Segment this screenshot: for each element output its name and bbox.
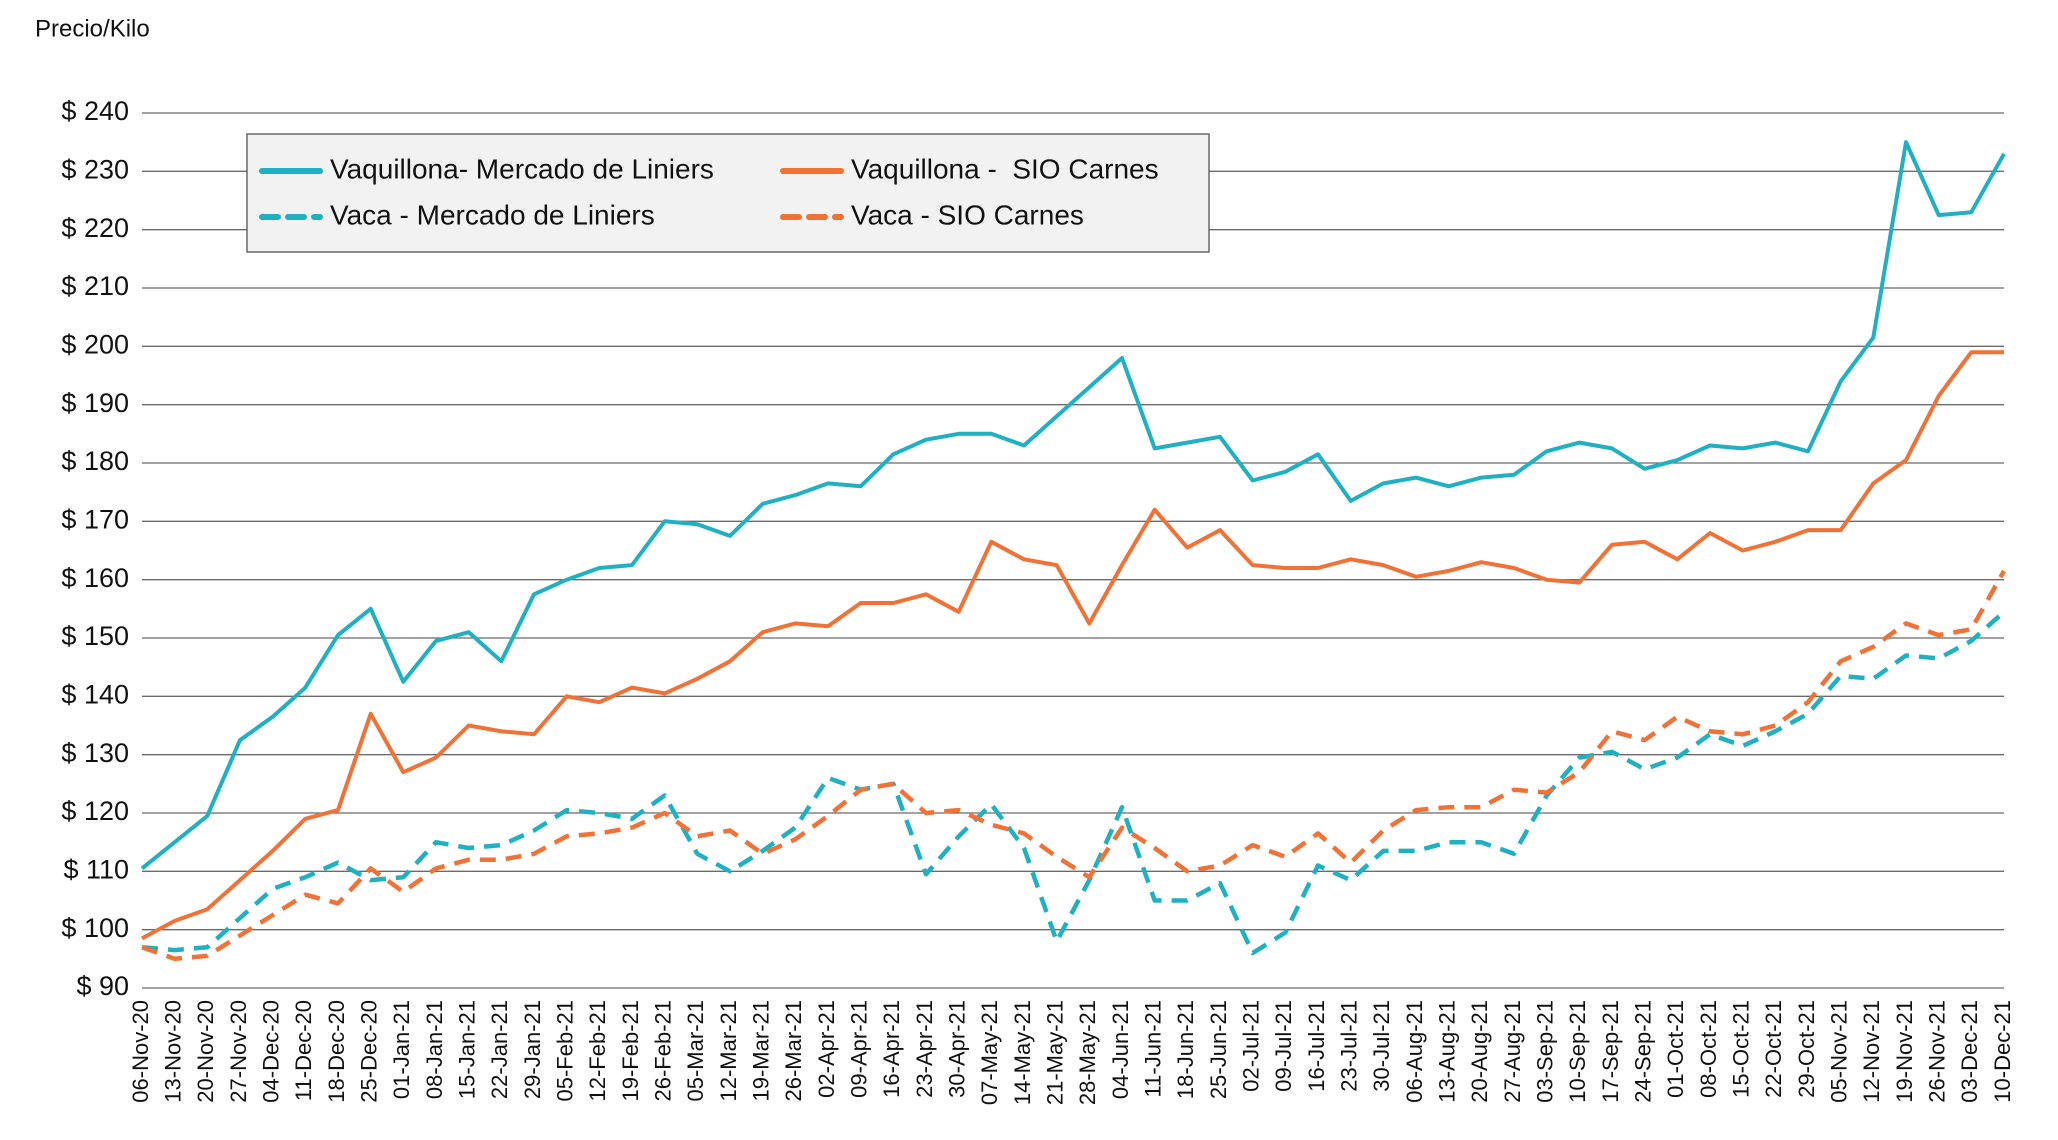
x-tick-label: 08-Oct-21 (1696, 1000, 1721, 1098)
x-tick-label: 12-Nov-21 (1859, 1000, 1884, 1103)
x-tick-label: 28-May-21 (1075, 1000, 1100, 1105)
y-tick-label: $ 110 (63, 854, 129, 884)
y-tick-label: $ 100 (61, 913, 129, 943)
x-tick-label: 16-Apr-21 (879, 1000, 904, 1098)
y-tick-label: $ 240 (61, 96, 129, 126)
x-tick-label: 04-Dec-20 (258, 1000, 283, 1103)
x-tick-label: 07-May-21 (977, 1000, 1002, 1105)
x-tick-label: 19-Mar-21 (748, 1000, 773, 1101)
x-tick-label: 05-Feb-21 (552, 1000, 577, 1102)
x-tick-label: 23-Jul-21 (1336, 1000, 1361, 1092)
x-tick-label: 16-Jul-21 (1304, 1000, 1329, 1092)
y-tick-label: $ 160 (61, 563, 129, 593)
x-tick-label: 17-Sep-21 (1598, 1000, 1623, 1103)
x-tick-label: 14-May-21 (1010, 1000, 1035, 1105)
x-tick-label: 11-Jun-21 (1140, 1000, 1165, 1097)
x-tick-label: 04-Jun-21 (1108, 1000, 1133, 1099)
x-tick-label: 18-Jun-21 (1173, 1000, 1198, 1099)
x-tick-label: 09-Jul-21 (1271, 1000, 1296, 1092)
x-tick-label: 01-Jan-21 (389, 1000, 414, 1099)
x-tick-label: 05-Nov-21 (1826, 1000, 1851, 1103)
series-line (140, 140, 2006, 870)
x-tick-label: 10-Sep-21 (1565, 1000, 1590, 1103)
x-tick-label: 27-Aug-21 (1500, 1000, 1525, 1103)
x-tick-label: 25-Dec-20 (356, 1000, 381, 1103)
x-tick-label: 09-Apr-21 (846, 1000, 871, 1098)
x-tick-label: 19-Feb-21 (618, 1000, 643, 1102)
x-tick-label: 26-Mar-21 (781, 1000, 806, 1101)
x-tick-label: 20-Nov-20 (193, 1000, 218, 1103)
x-tick-label: 29-Oct-21 (1794, 1000, 1819, 1098)
series-line (141, 569, 2006, 962)
x-tick-label: 01-Oct-21 (1663, 1000, 1688, 1098)
x-tick-label: 15-Oct-21 (1728, 1000, 1753, 1098)
x-tick-label: 06-Aug-21 (1402, 1000, 1427, 1103)
x-tick-label: 27-Nov-20 (226, 1000, 251, 1103)
x-tick-label: 12-Mar-21 (716, 1000, 741, 1101)
x-tick-label: 05-Mar-21 (683, 1000, 708, 1101)
x-tick-label: 30-Jul-21 (1369, 1000, 1394, 1092)
x-tick-label: 11-Dec-20 (291, 1000, 316, 1101)
x-tick-label: 08-Jan-21 (422, 1000, 447, 1099)
series-line (141, 350, 2004, 941)
x-tick-label: 25-Jun-21 (1206, 1000, 1231, 1099)
x-tick-label: 15-Jan-21 (454, 1000, 479, 1099)
x-tick-label: 24-Sep-21 (1630, 1000, 1655, 1103)
x-tick-label: 26-Nov-21 (1924, 1000, 1949, 1103)
x-tick-label: 29-Jan-21 (520, 1000, 545, 1099)
x-tick-label: 20-Aug-21 (1467, 1000, 1492, 1103)
x-tick-label: 22-Oct-21 (1761, 1000, 1786, 1098)
x-tick-label: 02-Apr-21 (814, 1000, 839, 1098)
y-tick-label: $ 170 (61, 504, 129, 534)
y-tick-label: $ 230 (61, 154, 129, 184)
legend-box (246, 133, 1210, 253)
y-tick-label: $ 130 (61, 738, 129, 768)
legend-label: Vaca - SIO Carnes (851, 199, 1084, 230)
legend-label: Vaca - Mercado de Liniers (330, 199, 655, 230)
y-tick-label: $ 140 (61, 679, 129, 709)
x-tick-label: 10-Dec-21 (1990, 1000, 2015, 1103)
y-tick-label: $ 220 (61, 213, 129, 243)
y-tick-label: $ 190 (61, 388, 129, 418)
legend: Vaquillona- Mercado de Liniers Vaquillona… (246, 133, 1210, 253)
x-tick-label: 03-Dec-21 (1957, 1000, 1982, 1103)
y-tick-label: $ 180 (61, 446, 129, 476)
x-tick-label: 21-May-21 (1042, 1000, 1067, 1105)
legend-label: Vaquillona- Mercado de Liniers (330, 153, 714, 184)
x-tick-label: 13-Aug-21 (1434, 1000, 1459, 1103)
series-line (141, 610, 2006, 956)
x-tick-label: 22-Jan-21 (487, 1000, 512, 1099)
x-tick-label: 03-Sep-21 (1532, 1000, 1557, 1103)
x-tick-label: 12-Feb-21 (585, 1000, 610, 1102)
y-axis-label: Precio/Kilo (35, 15, 150, 42)
x-tick-label: 18-Dec-20 (324, 1000, 349, 1103)
x-tick-label: 30-Apr-21 (944, 1000, 969, 1098)
y-tick-label: $ 200 (61, 329, 129, 359)
x-tick-label: 02-Jul-21 (1238, 1000, 1263, 1092)
y-tick-label: $ 120 (61, 796, 129, 826)
x-tick-label: 06-Nov-20 (128, 1000, 153, 1103)
x-tick-label: 13-Nov-20 (160, 1000, 185, 1103)
legend-label: Vaquillona - SIO Carnes (851, 153, 1159, 184)
x-tick-label: 23-Apr-21 (912, 1000, 937, 1098)
y-tick-label: $ 150 (61, 621, 129, 651)
y-tick-label: $ 210 (61, 271, 129, 301)
y-tick-label: $ 90 (76, 971, 129, 1001)
x-tick-label: 19-Nov-21 (1892, 1000, 1917, 1103)
x-tick-label: 26-Feb-21 (650, 1000, 675, 1102)
